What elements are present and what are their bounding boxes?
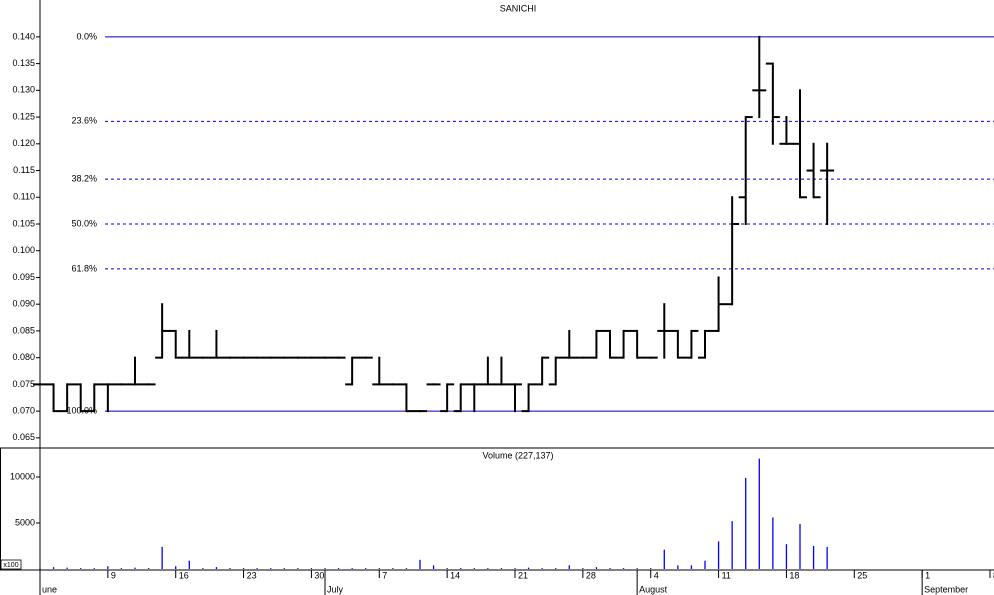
x-tick-label: 30 [314, 570, 324, 580]
volume-unit: x100 [3, 562, 18, 569]
y-tick-label: 0.125 [12, 111, 35, 121]
x-tick-label: 14 [450, 570, 460, 580]
x-tick-label: 23 [247, 570, 257, 580]
y-tick-label: 0.140 [12, 31, 35, 41]
y-tick-label: 0.100 [12, 245, 35, 255]
x-tick-label: 7 [382, 570, 387, 580]
month-label: une [42, 584, 57, 594]
y-tick-label: 0.105 [12, 218, 35, 228]
y-tick-label: 0.130 [12, 85, 35, 95]
x-tick-label: 11 [722, 570, 731, 580]
month-label: September [924, 584, 968, 594]
y-tick-label: 0.090 [12, 299, 35, 309]
y-tick-label: 0.095 [12, 272, 35, 282]
month-label: July [327, 584, 344, 594]
unit-box [0, 559, 22, 570]
y-tick-label: 0.135 [12, 58, 35, 68]
x-tick-label: 28 [586, 570, 596, 580]
level-label: 50.0% [71, 218, 97, 228]
x-tick-label: 25 [857, 570, 867, 580]
y-tick-label: 0.070 [12, 405, 35, 415]
level-label: 0.0% [76, 31, 97, 41]
y-tick-label: 0.120 [12, 138, 35, 148]
chart-title: SANICHI [500, 3, 537, 13]
y-tick-label: 5000 [15, 517, 35, 527]
y-tick-label: 0.075 [12, 379, 35, 389]
level-label: 38.2% [71, 173, 97, 183]
volume-title: Volume (227,137) [482, 450, 553, 460]
y-tick-label: 0.115 [13, 165, 35, 175]
x-tick-label: 4 [654, 570, 659, 580]
x-tick-label: 21 [518, 570, 528, 580]
level-label: 61.8% [71, 263, 97, 273]
x-tick-label: 16 [179, 570, 189, 580]
y-tick-label: 0.065 [12, 432, 35, 442]
x-tick-label: 1 [925, 570, 930, 580]
y-tick-label: 10000 [10, 471, 35, 481]
y-tick-label: 0.085 [12, 325, 35, 335]
y-tick-label: 0.080 [12, 352, 35, 362]
month-label: August [639, 584, 668, 594]
x-tick-label: 18 [789, 570, 799, 580]
x-tick-label: 9 [111, 570, 116, 580]
level-label: 23.6% [71, 116, 97, 126]
y-tick-label: 0.110 [13, 192, 35, 202]
